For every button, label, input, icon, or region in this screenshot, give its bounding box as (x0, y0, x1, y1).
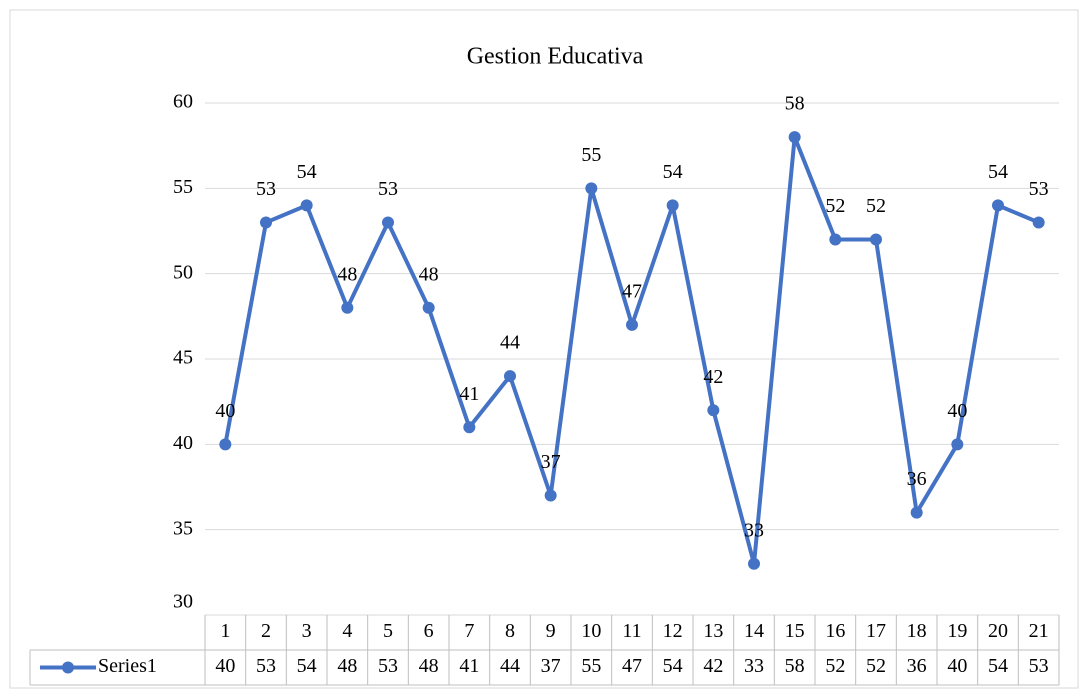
data-label: 53 (1029, 178, 1049, 200)
x-tick-label: 15 (785, 620, 805, 642)
data-label: 36 (907, 468, 927, 490)
point (951, 438, 964, 451)
chart-border (9, 9, 1079, 689)
table-value: 53 (1029, 655, 1049, 677)
data-label: 40 (215, 400, 235, 422)
table-value: 48 (419, 655, 439, 677)
y-tick-label: 35 (173, 517, 193, 539)
x-tick-label: 20 (988, 620, 1008, 642)
x-tick-label: 10 (581, 620, 601, 642)
y-tick-label: 55 (173, 176, 193, 198)
x-tick-label: 2 (261, 620, 271, 642)
data-label: 58 (785, 93, 805, 115)
point (504, 370, 516, 383)
data-label: 37 (541, 451, 561, 473)
x-tick-label: 13 (703, 620, 723, 642)
data-label: 52 (866, 195, 886, 217)
y-tick-label: 60 (173, 91, 193, 113)
point (910, 506, 923, 519)
data-label: 48 (337, 263, 357, 285)
data-label: 55 (581, 144, 601, 166)
table-value: 52 (825, 655, 845, 677)
data-label: 52 (825, 195, 845, 217)
table-value: 48 (337, 655, 357, 677)
x-tick-label: 6 (424, 620, 434, 642)
point (382, 216, 394, 229)
y-tick-label: 50 (173, 261, 193, 283)
x-tick-label: 3 (302, 620, 312, 642)
point (666, 199, 679, 212)
table-value: 58 (785, 655, 805, 677)
data-label: 41 (459, 383, 479, 405)
table-value: 55 (581, 655, 601, 677)
point (544, 489, 557, 502)
x-tick-label: 5 (383, 620, 393, 642)
data-label: 54 (663, 161, 683, 183)
point (992, 199, 1004, 212)
point (1032, 216, 1045, 229)
x-tick-label: 16 (825, 620, 845, 642)
point (626, 318, 638, 331)
table-value: 54 (663, 655, 683, 677)
point (341, 301, 354, 314)
legend-label: Series1 (98, 655, 157, 677)
data-label: 54 (297, 161, 317, 183)
point (748, 557, 760, 570)
table-value: 44 (500, 655, 520, 677)
x-tick-label: 21 (1029, 620, 1049, 642)
data-label: 54 (988, 161, 1008, 183)
x-tick-label: 18 (907, 620, 927, 642)
point (260, 216, 272, 229)
table-value: 40 (947, 655, 967, 677)
x-tick-label: 1 (220, 620, 230, 642)
x-tick-label: 11 (622, 620, 641, 642)
table-value: 53 (378, 655, 398, 677)
table-value: 41 (459, 655, 479, 677)
x-tick-label: 7 (464, 620, 474, 642)
x-tick-label: 19 (947, 620, 967, 642)
data-label: 53 (378, 178, 398, 200)
table-value: 54 (988, 655, 1008, 677)
legend-marker (62, 661, 74, 674)
table-value: 36 (907, 655, 927, 677)
point (463, 421, 476, 434)
data-label: 53 (256, 178, 276, 200)
point (585, 182, 598, 195)
data-label: 33 (744, 519, 764, 541)
x-tick-label: 17 (866, 620, 886, 642)
table-value: 52 (866, 655, 886, 677)
y-tick-label: 30 (173, 591, 193, 613)
point (300, 199, 313, 212)
x-tick-label: 4 (342, 620, 352, 642)
table-value: 54 (297, 655, 317, 677)
table-value: 40 (215, 655, 235, 677)
point (870, 233, 882, 246)
data-label: 42 (703, 366, 723, 388)
table-value: 37 (541, 655, 561, 677)
table-value: 33 (744, 655, 764, 677)
y-tick-label: 45 (173, 347, 193, 369)
table-value: 42 (703, 655, 723, 677)
data-label: 40 (947, 400, 967, 422)
chart-title: Gestion Educativa (467, 44, 644, 70)
data-label: 47 (622, 280, 642, 302)
point (707, 404, 720, 417)
table-value: 47 (622, 655, 642, 677)
x-tick-label: 12 (663, 620, 683, 642)
x-tick-label: 14 (744, 620, 764, 642)
data-label: 48 (419, 263, 439, 285)
data-label: 44 (500, 332, 520, 354)
table-value: 53 (256, 655, 276, 677)
x-tick-label: 9 (546, 620, 556, 642)
point (788, 131, 801, 144)
point (219, 438, 232, 451)
point (829, 233, 842, 246)
point (422, 301, 435, 314)
y-tick-label: 40 (173, 432, 193, 454)
x-tick-label: 8 (505, 620, 515, 642)
